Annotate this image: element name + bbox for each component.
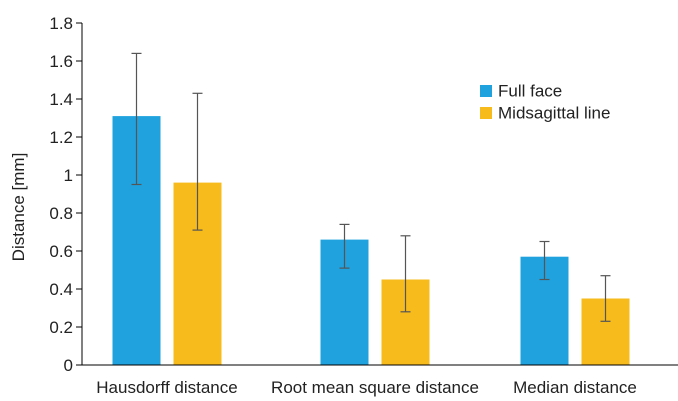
- y-tick-label: 0: [64, 356, 73, 375]
- x-category-label: Hausdorff distance: [96, 378, 237, 397]
- legend-label: Midsagittal line: [498, 104, 610, 123]
- y-tick-label: 1.6: [49, 52, 73, 71]
- y-axis-label: Distance [mm]: [9, 153, 28, 262]
- legend-label: Full face: [498, 82, 562, 101]
- legend-swatch-midsagittal-line: [480, 107, 492, 119]
- y-tick-label: 0.6: [49, 242, 73, 261]
- x-category-label: Median distance: [513, 378, 637, 397]
- y-tick-label: 0.2: [49, 318, 73, 337]
- y-tick-label: 0.8: [49, 204, 73, 223]
- y-tick-label: 1.8: [49, 14, 73, 33]
- legend: Full face Midsagittal line: [480, 82, 610, 123]
- y-tick-label: 1.4: [49, 90, 73, 109]
- y-axis: 0 0.2 0.4 0.6 0.8 1 1.2 1.4 1.6 1.8: [49, 14, 83, 375]
- bars: [112, 116, 630, 365]
- y-tick-label: 1: [64, 166, 73, 185]
- y-tick-label: 0.4: [49, 280, 73, 299]
- legend-swatch-full-face: [480, 85, 492, 97]
- y-tick-label: 1.2: [49, 128, 73, 147]
- x-category-label: Root mean square distance: [271, 378, 479, 397]
- x-axis: Hausdorff distance Root mean square dista…: [82, 364, 678, 397]
- error-bars: [131, 52, 611, 322]
